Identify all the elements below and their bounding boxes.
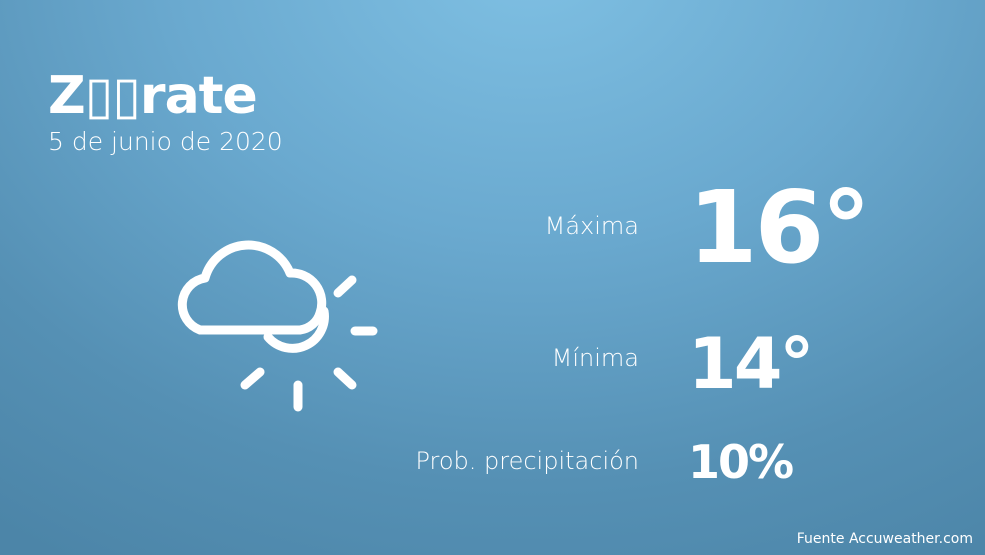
source-credit: Fuente Accuweather.com xyxy=(796,531,973,547)
forecast-date: 5 de junio de 2020 xyxy=(48,127,283,156)
max-value: 16° xyxy=(688,169,871,286)
min-value: 14° xyxy=(688,323,814,405)
precip-label: Prob. precipitación xyxy=(415,447,639,475)
precip-value: 10% xyxy=(688,435,794,489)
max-label: Máxima xyxy=(544,212,639,240)
location-title: Z▯▯rate xyxy=(48,66,258,126)
min-label: Mínima xyxy=(551,344,639,372)
cloud-sun-icon xyxy=(177,240,378,412)
